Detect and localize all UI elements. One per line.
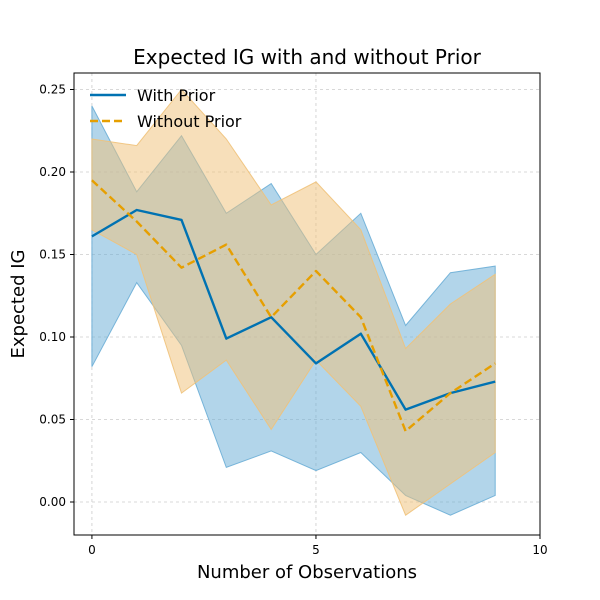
- chart-title: Expected IG with and without Prior: [133, 45, 481, 69]
- y-tick-label: 0.00: [39, 495, 66, 509]
- plot-frame: [73, 72, 541, 536]
- confidence-band-2: [91, 88, 496, 516]
- series-line-1: [91, 208, 496, 411]
- legend-label: Without Prior: [137, 112, 242, 131]
- x-tick-label: 10: [532, 543, 547, 557]
- legend-label: With Prior: [137, 86, 216, 105]
- y-tick-label: 0.15: [39, 248, 66, 262]
- y-axis-label: Expected IG: [8, 250, 29, 359]
- x-tick-label: 0: [88, 543, 96, 557]
- series-line-2: [91, 179, 496, 433]
- x-tick-label: 5: [312, 543, 320, 557]
- series-lines: [91, 179, 496, 433]
- x-axis-ticks: 0 5 10: [88, 535, 548, 557]
- legend: With Prior Without Prior: [90, 86, 242, 131]
- x-axis-label: Number of Observations: [197, 562, 417, 583]
- y-tick-label: 0.10: [39, 330, 66, 344]
- y-axis-ticks: 0.00 0.05 0.10 0.15 0.20 0.25: [39, 83, 74, 509]
- y-tick-label: 0.20: [39, 165, 66, 179]
- y-tick-label: 0.25: [39, 83, 66, 97]
- y-tick-label: 0.05: [39, 413, 66, 427]
- confidence-bands: [91, 88, 496, 516]
